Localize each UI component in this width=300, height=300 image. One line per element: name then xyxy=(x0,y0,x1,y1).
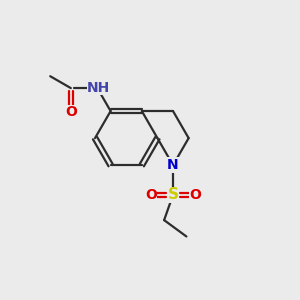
Text: O: O xyxy=(189,188,201,202)
Text: N: N xyxy=(167,158,179,172)
Text: NH: NH xyxy=(87,80,110,94)
Text: S: S xyxy=(167,188,178,202)
Text: O: O xyxy=(65,106,77,119)
Text: O: O xyxy=(145,188,157,202)
